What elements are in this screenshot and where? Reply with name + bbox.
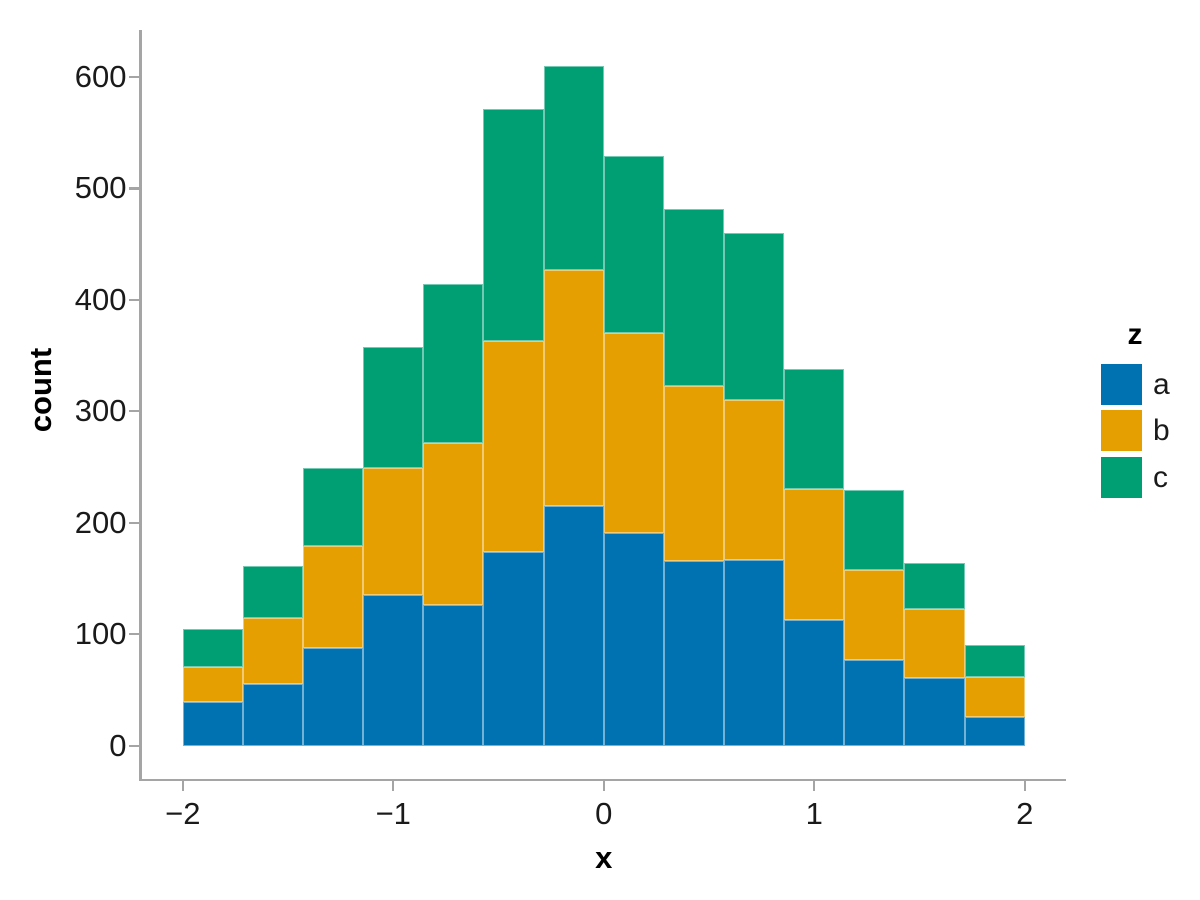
y-tick-label-400: 400 xyxy=(74,281,127,317)
bar-segment-a-6 xyxy=(543,506,604,746)
y-tick-0 xyxy=(128,744,140,747)
x-axis-title: x xyxy=(595,840,613,875)
y-axis-title: count xyxy=(23,347,58,433)
y-tick-label-300: 300 xyxy=(74,393,127,429)
y-tick-500 xyxy=(128,187,140,190)
bar-segment-a-2 xyxy=(303,647,364,746)
bar-segment-a-10 xyxy=(784,619,845,746)
legend-entry-label-c: c xyxy=(1153,460,1168,494)
bar-segment-b-8 xyxy=(663,385,724,561)
bar-segment-a-3 xyxy=(363,595,424,746)
bar-segment-b-0 xyxy=(182,666,243,703)
bar-segment-c-11 xyxy=(844,490,905,570)
y-tick-label-0: 0 xyxy=(109,727,127,763)
bar-segment-b-10 xyxy=(784,489,845,620)
bar-segment-c-2 xyxy=(303,468,364,547)
bar-segment-c-12 xyxy=(904,562,965,609)
bar-segment-b-11 xyxy=(844,569,905,660)
y-tick-label-200: 200 xyxy=(74,504,127,540)
bar-segment-c-1 xyxy=(242,566,304,618)
y-tick-600 xyxy=(128,75,140,79)
bar-segment-c-13 xyxy=(964,645,1025,677)
y-tick-label-600: 600 xyxy=(74,59,127,95)
legend-swatch-a xyxy=(1101,364,1142,406)
x-axis-line xyxy=(139,778,1067,781)
bar-segment-a-0 xyxy=(182,702,243,746)
bar-segment-a-4 xyxy=(423,605,484,746)
y-tick-label-100: 100 xyxy=(74,616,127,652)
x-tick-label-0: 0 xyxy=(595,796,613,831)
bar-segment-a-13 xyxy=(964,716,1025,746)
x-tick--1 xyxy=(392,780,395,792)
legend-swatch-c xyxy=(1101,456,1142,498)
bar-segment-c-6 xyxy=(543,65,604,270)
bar-segment-a-12 xyxy=(904,677,965,746)
bar-segment-a-11 xyxy=(844,659,905,746)
legend-entry-a: a xyxy=(1101,364,1170,406)
bar-segment-c-7 xyxy=(603,156,664,334)
bar-segment-c-10 xyxy=(784,369,845,490)
bar-segment-a-9 xyxy=(724,559,785,746)
bar-segment-c-9 xyxy=(724,233,785,401)
bar-segment-c-8 xyxy=(663,208,724,386)
bar-segment-b-1 xyxy=(242,617,304,685)
bar-segment-a-5 xyxy=(483,551,544,746)
bar-segment-a-8 xyxy=(663,560,724,746)
x-tick--2 xyxy=(181,780,184,792)
bar-segment-a-7 xyxy=(603,532,664,746)
x-tick-label--1: −1 xyxy=(375,796,411,831)
legend-title: z xyxy=(1127,318,1143,351)
x-tick-label-2: 2 xyxy=(1016,796,1034,831)
y-tick-300 xyxy=(128,410,140,413)
bar-segment-b-12 xyxy=(904,608,965,678)
y-axis-line xyxy=(139,30,142,781)
legend-entry-label-b: b xyxy=(1153,414,1170,448)
bar-segment-b-2 xyxy=(303,546,364,648)
bar-segment-c-3 xyxy=(363,346,424,469)
x-tick-0 xyxy=(602,780,605,792)
bar-segment-c-5 xyxy=(483,109,544,342)
bar-segment-b-9 xyxy=(724,400,785,560)
bar-segment-a-1 xyxy=(242,684,304,746)
y-tick-100 xyxy=(128,633,140,636)
legend-swatch-b xyxy=(1101,410,1142,452)
legend-entry-label-a: a xyxy=(1153,368,1170,402)
x-tick-2 xyxy=(1023,780,1026,792)
bar-segment-b-3 xyxy=(363,468,424,596)
y-tick-200 xyxy=(128,521,140,524)
x-tick-label--2: −2 xyxy=(165,796,201,831)
x-tick-1 xyxy=(813,780,816,792)
y-tick-label-500: 500 xyxy=(74,170,127,206)
bar-segment-b-13 xyxy=(964,676,1025,717)
y-tick-400 xyxy=(128,298,140,301)
bar-segment-b-5 xyxy=(483,341,544,552)
legend-entry-b: b xyxy=(1101,410,1170,452)
bar-segment-b-4 xyxy=(423,442,484,606)
x-tick-label-1: 1 xyxy=(805,796,823,831)
bar-segment-c-4 xyxy=(423,284,484,443)
legend-entry-c: c xyxy=(1101,456,1170,498)
bar-segment-b-7 xyxy=(603,333,664,533)
bar-segment-c-0 xyxy=(182,628,243,667)
bar-segment-b-6 xyxy=(543,269,604,507)
